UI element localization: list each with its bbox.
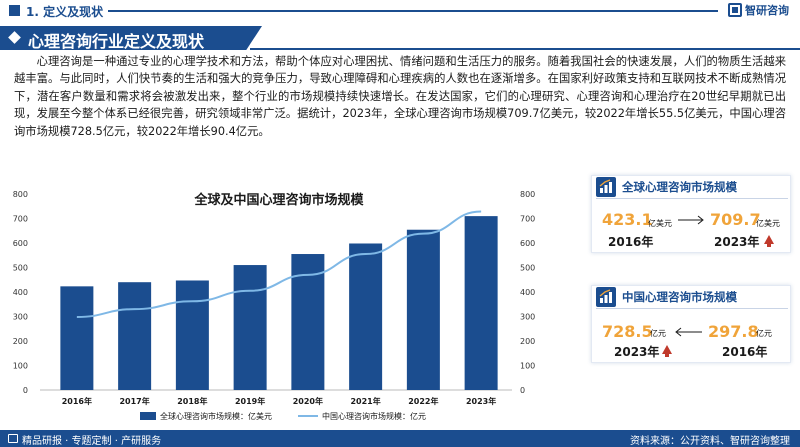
x-tick-label: 2016年 [62, 396, 92, 406]
y-tick-left: 100 [13, 362, 28, 371]
y-tick-right: 600 [520, 239, 535, 248]
section-title: 1. 定义及现状 [26, 5, 104, 19]
y-tick-right: 0 [520, 386, 525, 395]
y-tick-left: 500 [13, 264, 28, 273]
global-2016-value: 423.1 [602, 210, 653, 229]
title-banner-bg [0, 26, 262, 50]
global-2023-unit: 亿美元 [756, 219, 780, 228]
bar [60, 286, 94, 390]
y-tick-left: 700 [13, 215, 28, 224]
up-arrow-icon [764, 235, 774, 247]
bar-chart-icon [596, 287, 616, 307]
up-arrow-icon [662, 345, 672, 357]
y-tick-right: 200 [520, 337, 535, 346]
legend-swatch-bar [140, 412, 156, 420]
china-2023-unit: 亿元 [650, 329, 666, 338]
china-2016-year: 2016年 [722, 345, 768, 359]
section-marker [9, 5, 20, 16]
bar [118, 282, 152, 390]
brand-name: 智研咨询 [745, 4, 789, 17]
x-tick-label: 2019年 [235, 396, 265, 406]
card-title: 中国心理咨询市场规模 [622, 290, 737, 304]
market-size-chart: 全球及中国心理咨询市场规模 0 0 100 100 200 200 300 300 400 400 5… [0, 174, 570, 429]
y-tick-left: 0 [23, 386, 28, 395]
banner-rule [250, 48, 800, 50]
legend-label-line: 中国心理咨询市场规模：亿元 [322, 411, 426, 421]
brand-logo: 智研咨询 [728, 2, 789, 18]
china-2016-value: 297.8 [708, 322, 759, 341]
title-banner: 心理咨询行业定义及现状 [0, 26, 800, 51]
y-tick-right: 100 [520, 362, 535, 371]
bar-chart-icon [596, 177, 616, 197]
y-tick-left: 600 [13, 239, 28, 248]
x-tick-label: 2023年 [466, 396, 496, 406]
global-2016-unit: 亿美元 [648, 219, 672, 228]
chart-title: 全球及中国心理咨询市场规模 [193, 192, 364, 208]
global-2016-year: 2016年 [608, 235, 654, 249]
y-tick-left: 800 [13, 190, 28, 199]
global-2023-year: 2023年 [714, 235, 760, 249]
brand-icon [728, 3, 742, 17]
intro-paragraph: 心理咨询是一种通过专业的心理学技术和方法，帮助个体应对心理困扰、情绪问题和生活压… [14, 55, 786, 138]
card-header: 全球心理咨询市场规模 [592, 176, 792, 199]
footer: 精品研报 · 专题定制 · 产研服务 资料来源：公开资料、智研咨询整理 [0, 430, 800, 447]
china-market-card: 中国心理咨询市场规模 728.5 亿元 2023年 297.8 亿元 2016年 [591, 285, 791, 363]
arrow-left-icon [675, 327, 702, 337]
y-tick-left: 400 [13, 288, 28, 297]
top-divider [108, 10, 718, 12]
arrow-right-icon [678, 215, 704, 225]
bar [464, 216, 498, 390]
footer-source: 资料来源：公开资料、智研咨询整理 [630, 436, 790, 447]
x-tick-label: 2022年 [408, 396, 438, 406]
bar [406, 229, 440, 390]
china-2023-year: 2023年 [614, 345, 660, 359]
bar [349, 243, 383, 390]
global-market-card: 全球心理咨询市场规模 423.1 亿美元 2016年 709.7 亿美元 202… [591, 175, 791, 253]
china-2023-value: 728.5 [602, 322, 653, 341]
top-bar: 1. 定义及现状 智研咨询 [0, 0, 800, 22]
footer-services: 精品研报 · 专题定制 · 产研服务 [22, 436, 162, 447]
global-2023-value: 709.7 [710, 210, 761, 229]
y-tick-left: 300 [13, 313, 28, 322]
y-tick-right: 400 [520, 288, 535, 297]
x-tick-label: 2018年 [177, 396, 207, 406]
bar [233, 265, 267, 390]
x-tick-label: 2021年 [350, 396, 380, 406]
series-line [76, 210, 482, 319]
bar [175, 280, 209, 390]
page-title: 心理咨询行业定义及现状 [28, 32, 205, 51]
card-divider [596, 308, 788, 309]
x-tick-label: 2017年 [119, 396, 149, 406]
y-tick-right: 800 [520, 190, 535, 199]
report-icon [8, 434, 18, 443]
china-2016-unit: 亿元 [756, 329, 772, 338]
y-tick-right: 500 [520, 264, 535, 273]
x-tick-label: 2020年 [293, 396, 323, 406]
y-tick-right: 700 [520, 215, 535, 224]
card-divider [596, 198, 788, 199]
card-title: 全球心理咨询市场规模 [622, 180, 737, 194]
y-tick-right: 300 [520, 313, 535, 322]
legend-label-bar: 全球心理咨询市场规模：亿美元 [160, 411, 272, 421]
chart-svg: 全球及中国心理咨询市场规模 0 0 100 100 200 200 300 300 400 400 5… [13, 190, 536, 421]
y-tick-left: 200 [13, 337, 28, 346]
card-header: 中国心理咨询市场规模 [592, 286, 792, 309]
